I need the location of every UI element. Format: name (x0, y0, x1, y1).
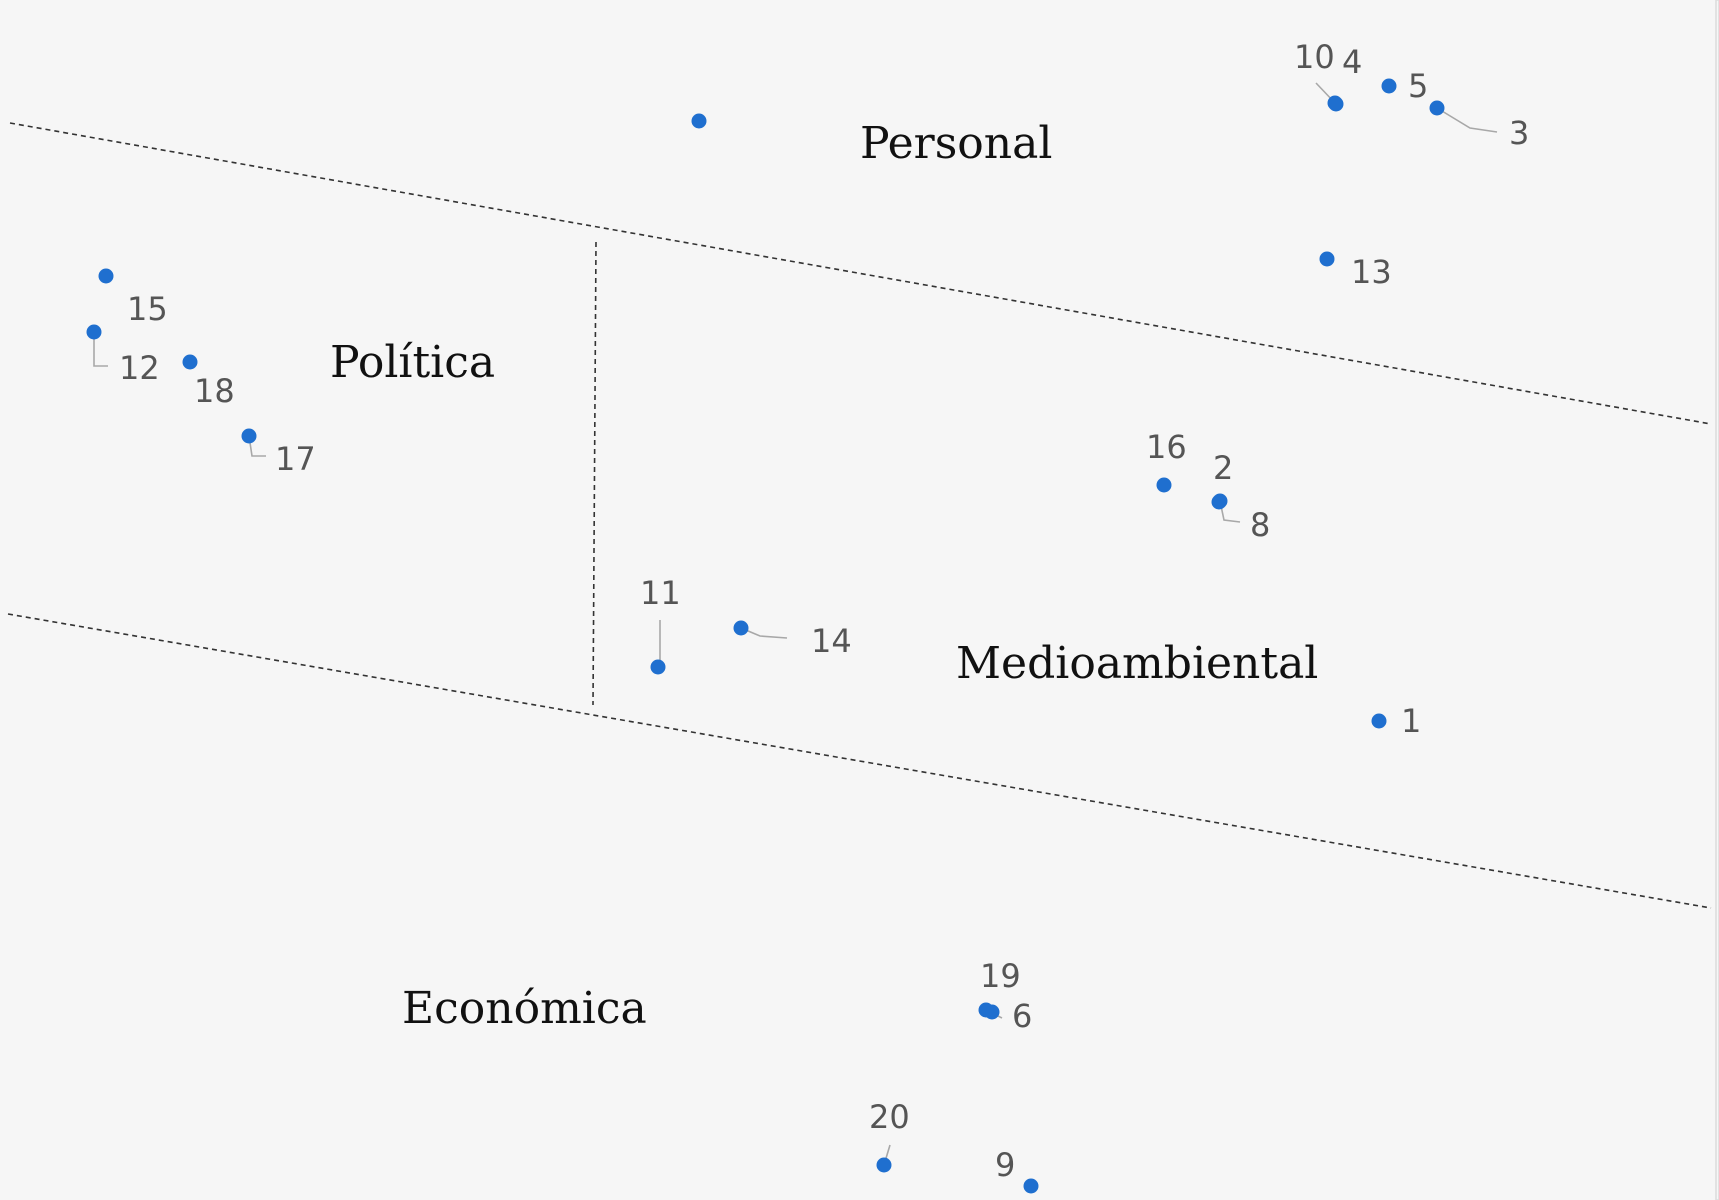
figure-right-edge (1715, 0, 1719, 1200)
leader-line-12 (93, 332, 108, 367)
data-point-1 (1371, 713, 1387, 729)
data-point-11 (650, 659, 666, 675)
data-point-16 (1156, 477, 1172, 493)
region-labels: Personal Política Medioambiental Económi… (330, 118, 1318, 1034)
data-point-17 (241, 428, 257, 444)
point-label-2: 2 (1213, 449, 1233, 487)
point-label-4: 4 (1342, 43, 1362, 81)
region-label-economica: Económica (402, 983, 647, 1034)
data-point-5 (1381, 78, 1397, 94)
point-label-1: 1 (1401, 702, 1421, 740)
point-label-18: 18 (194, 372, 235, 410)
point-label-10: 10 (1294, 38, 1335, 76)
point-label-9: 9 (995, 1146, 1015, 1184)
point-label-20: 20 (869, 1098, 910, 1136)
data-point-12 (86, 324, 102, 340)
point-label-6: 6 (1012, 997, 1032, 1035)
point-label-8: 8 (1250, 506, 1270, 544)
point-labels: 10 4 5 3 13 15 12 18 17 16 2 8 11 14 1 1… (119, 38, 1529, 1184)
point-label-5: 5 (1408, 67, 1428, 105)
point-label-3: 3 (1509, 114, 1529, 152)
data-point-19 (978, 1002, 994, 1018)
region-label-personal: Personal (860, 118, 1052, 169)
boundary-economica (7, 613, 1712, 909)
data-point-15 (98, 268, 114, 284)
data-point-18 (182, 354, 198, 370)
region-label-medioambiental: Medioambiental (956, 638, 1318, 689)
data-point-20 (876, 1157, 892, 1173)
point-label-16: 16 (1146, 428, 1187, 466)
data-points (86, 78, 1445, 1194)
point-label-13: 13 (1351, 253, 1392, 291)
point-label-15: 15 (127, 290, 168, 328)
data-point-unlabeled (691, 113, 707, 129)
leader-lines (93, 82, 1498, 1166)
data-point-10 (1327, 95, 1343, 111)
point-label-11: 11 (640, 574, 681, 612)
data-point-9 (1023, 1178, 1039, 1194)
region-boundaries (7, 122, 1712, 909)
data-point-14 (733, 620, 749, 636)
point-label-19: 19 (980, 957, 1021, 995)
region-label-politica: Política (330, 337, 495, 388)
point-label-14: 14 (811, 622, 852, 660)
point-label-12: 12 (119, 349, 160, 387)
point-label-17: 17 (275, 440, 316, 478)
data-point-3 (1429, 100, 1445, 116)
boundary-politica (592, 241, 597, 706)
data-point-13 (1319, 251, 1335, 267)
data-point-8 (1212, 493, 1228, 509)
leader-line-3 (1436, 107, 1498, 133)
